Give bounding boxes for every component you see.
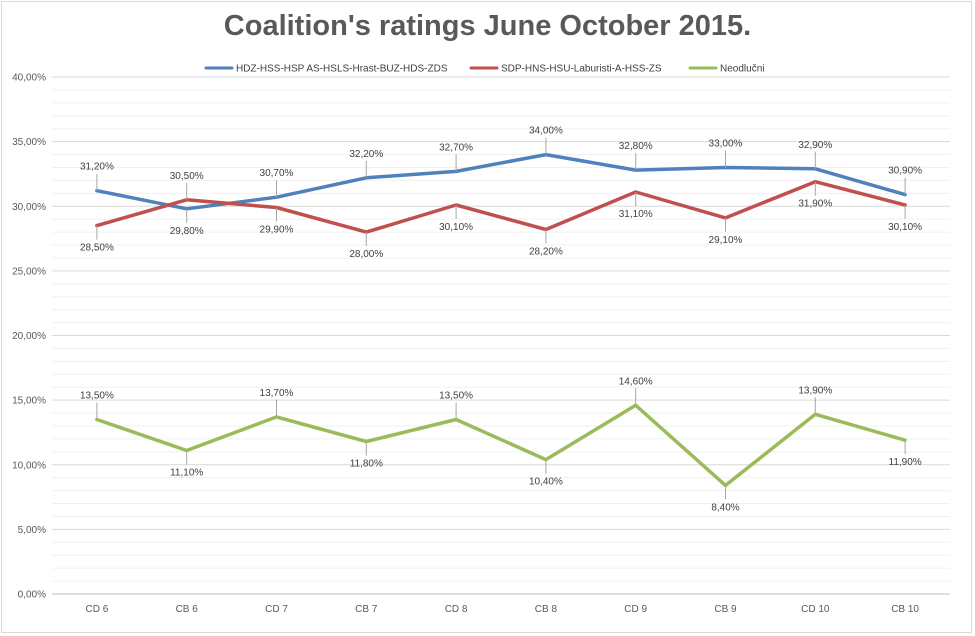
data-label: 29,80% <box>170 226 204 237</box>
data-label: 30,50% <box>170 171 204 182</box>
legend-label: HDZ-HSS-HSP AS-HSLS-Hrast-BUZ-HDS-ZDS <box>236 64 448 75</box>
data-label: 31,10% <box>619 209 653 220</box>
series-line <box>95 152 907 211</box>
data-label: 13,70% <box>260 388 294 399</box>
y-tick-label: 35,00% <box>12 137 46 148</box>
y-tick-label: 30,00% <box>12 202 46 213</box>
x-tick-label: CB 8 <box>535 604 558 615</box>
data-label: 28,00% <box>349 249 383 260</box>
series-line <box>95 403 907 488</box>
data-label: 11,80% <box>350 458 383 469</box>
x-tick-label: CD 10 <box>801 604 830 615</box>
data-label: 8,40% <box>711 502 739 513</box>
x-tick-label: CB 7 <box>355 604 378 615</box>
data-label: 10,40% <box>529 477 563 488</box>
y-tick-label: 10,00% <box>12 460 46 471</box>
data-label: 13,90% <box>798 385 832 396</box>
data-label: 28,20% <box>529 247 563 258</box>
x-tick-label: CB 10 <box>891 604 919 615</box>
data-label: 30,90% <box>888 166 922 177</box>
legend-label: SDP-HNS-HSU-Laburisti-A-HSS-ZS <box>501 64 662 75</box>
y-tick-label: 25,00% <box>12 266 46 277</box>
x-tick-label: CB 6 <box>176 604 199 615</box>
data-label: 31,90% <box>798 199 832 210</box>
y-tick-label: 20,00% <box>12 331 46 342</box>
legend-label: Neodlučni <box>720 64 764 75</box>
data-label: 33,00% <box>709 138 743 149</box>
data-label: 32,80% <box>619 141 653 152</box>
x-tick-label: CD 6 <box>86 604 109 615</box>
data-label: 29,90% <box>260 225 294 236</box>
x-tick-label: CD 8 <box>445 604 468 615</box>
data-label: 31,20% <box>80 162 114 173</box>
x-tick-label: CD 7 <box>265 604 288 615</box>
data-label: 11,90% <box>889 457 922 468</box>
y-tick-label: 40,00% <box>12 73 46 84</box>
data-label: 34,00% <box>529 126 563 137</box>
data-label: 29,10% <box>709 235 743 246</box>
data-label: 32,90% <box>798 140 832 151</box>
data-label: 30,10% <box>888 222 922 233</box>
data-label: 28,50% <box>80 243 114 254</box>
data-label: 13,50% <box>80 391 114 402</box>
series-line <box>95 179 907 234</box>
data-label: 14,60% <box>619 376 653 387</box>
chart-title: Coalition's ratings June October 2015. <box>223 10 752 42</box>
y-tick-label: 5,00% <box>18 525 46 536</box>
data-label: 32,20% <box>349 149 383 160</box>
data-label: 30,70% <box>260 168 294 179</box>
data-label: 13,50% <box>439 391 473 402</box>
x-tick-label: CB 9 <box>714 604 737 615</box>
data-label: 11,10% <box>170 468 203 479</box>
data-label: 32,70% <box>439 142 473 153</box>
y-tick-label: 15,00% <box>12 396 46 407</box>
y-tick-label: 0,00% <box>18 590 46 601</box>
x-tick-label: CD 9 <box>624 604 647 615</box>
data-label: 30,10% <box>439 222 473 233</box>
